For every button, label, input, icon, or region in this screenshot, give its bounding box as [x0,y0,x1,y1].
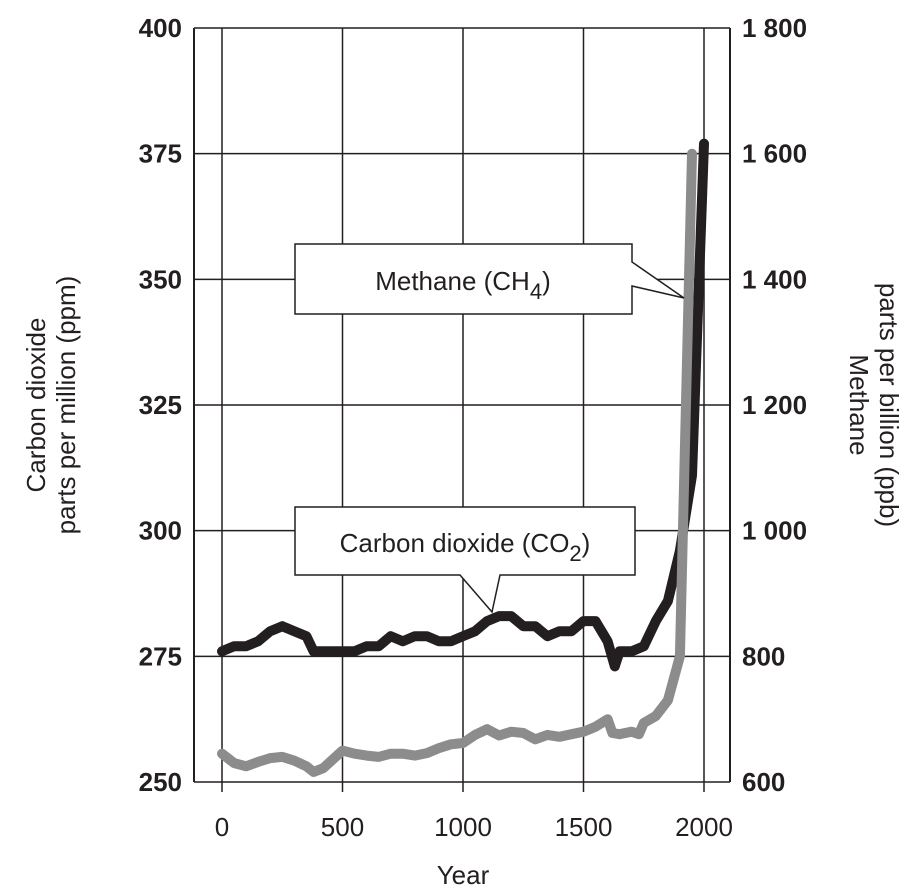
left-tick-label: 350 [139,264,182,294]
co2-callout-label: Carbon dioxide (CO2) [340,528,591,566]
left-tick-label: 275 [139,641,182,671]
left-axis-title-line2: parts per million (ppm) [51,276,81,535]
left-tick-label: 250 [139,767,182,797]
co2-callout: Carbon dioxide (CO2) [294,506,636,614]
methane-callout-label: Methane (CH4) [375,266,551,304]
grid [194,27,730,792]
right-axis-title-line1: Methane [844,354,874,455]
ticks: 0 500 1000 1500 2000 250 600 275 800 300 1 000 325 1… [139,13,807,842]
right-tick-label: 600 [742,767,785,797]
right-tick-label: 1 400 [742,264,807,294]
co2-series-line [217,138,709,672]
right-axis-title: Methane parts per billion (ppb) [844,283,904,527]
right-tick-label: 1 600 [742,139,807,169]
left-tick-label: 300 [139,516,182,546]
methane-series-line [217,148,697,777]
x-tick-label: 500 [321,812,364,842]
left-tick-label: 375 [139,139,182,169]
right-tick-label: 1 000 [742,516,807,546]
left-axis-title-line1: Carbon dioxide [21,318,51,493]
left-axis-title: Carbon dioxide parts per million (ppm) [21,276,81,535]
right-tick-label: 1 800 [742,13,807,43]
right-axis-title-line2: parts per billion (ppb) [874,283,904,527]
methane-callout: Methane (CH4) [294,243,685,315]
right-tick-label: 800 [742,641,785,671]
x-tick-label: 1500 [555,812,613,842]
left-tick-label: 400 [139,13,182,43]
co2-callout-box [294,506,636,614]
x-tick-label: 1000 [434,812,492,842]
left-tick-label: 325 [139,390,182,420]
x-axis-title: Year [437,860,490,888]
x-tick-label: 0 [215,812,229,842]
methane-callout-box [294,243,685,315]
axes [193,28,731,782]
series-layer [217,138,709,777]
right-tick-label: 1 200 [742,390,807,420]
x-tick-label: 2000 [675,812,733,842]
